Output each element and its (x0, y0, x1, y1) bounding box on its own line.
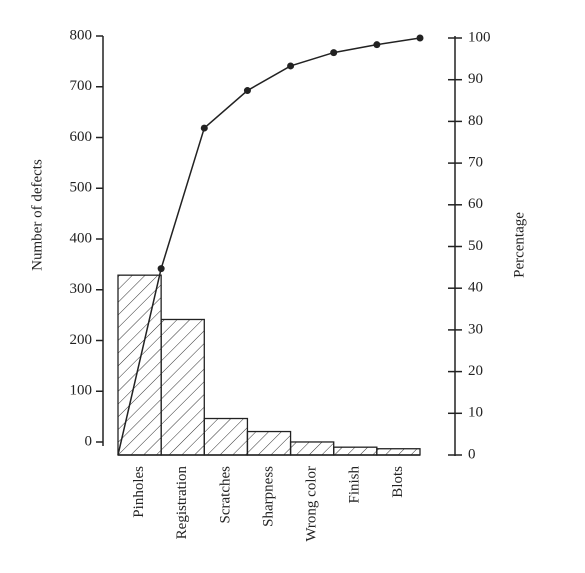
x-tick-label: Sharpness (260, 466, 276, 527)
y2-tick-label: 90 (468, 71, 483, 87)
y2-tick-label: 80 (468, 113, 483, 129)
x-tick-label: Registration (174, 466, 190, 540)
y-tick-label: 500 (70, 180, 93, 196)
y-tick-label: 400 (70, 230, 93, 246)
cumulative-line (160, 37, 421, 269)
y2-tick-label: 100 (468, 29, 491, 45)
y-tick-label: 800 (70, 27, 93, 43)
bar (289, 441, 335, 456)
bar (203, 417, 249, 456)
y2-tick-label: 70 (468, 155, 483, 171)
bar (246, 430, 292, 456)
y2-tick-label: 50 (468, 238, 483, 254)
y-tick-label: 100 (70, 383, 93, 399)
y2-tick-label: 0 (468, 446, 476, 462)
point (373, 41, 381, 49)
y2-axis-label: Percentage (511, 212, 527, 278)
bar (376, 448, 421, 456)
x-tick-label: Wrong color (304, 466, 320, 542)
x-tick-label: Pinholes (131, 466, 147, 518)
point (157, 265, 165, 273)
y-tick-label: 600 (70, 129, 93, 145)
x-tick-label: Blots (390, 466, 406, 498)
line-start (117, 268, 162, 456)
y2-tick-label: 20 (468, 363, 483, 379)
y2-tick-label: 40 (468, 280, 483, 296)
y2-tick-label: 30 (468, 321, 483, 337)
x-tick-label: Finish (347, 466, 363, 504)
bar (333, 446, 378, 456)
x-tick-label: Scratches (217, 466, 233, 524)
point (416, 34, 424, 42)
bar (160, 318, 205, 456)
y-tick-label: 300 (70, 281, 93, 297)
y-tick-label: 200 (70, 332, 93, 348)
y2-tick-label: 60 (468, 196, 483, 212)
point (200, 124, 208, 132)
y-axis-label: Number of defects (29, 159, 45, 271)
y-tick-label: 0 (85, 433, 93, 449)
y2-tick-label: 10 (468, 405, 483, 421)
point (243, 87, 251, 95)
point (330, 49, 338, 57)
y-tick-label: 700 (70, 78, 93, 94)
point (287, 62, 295, 70)
